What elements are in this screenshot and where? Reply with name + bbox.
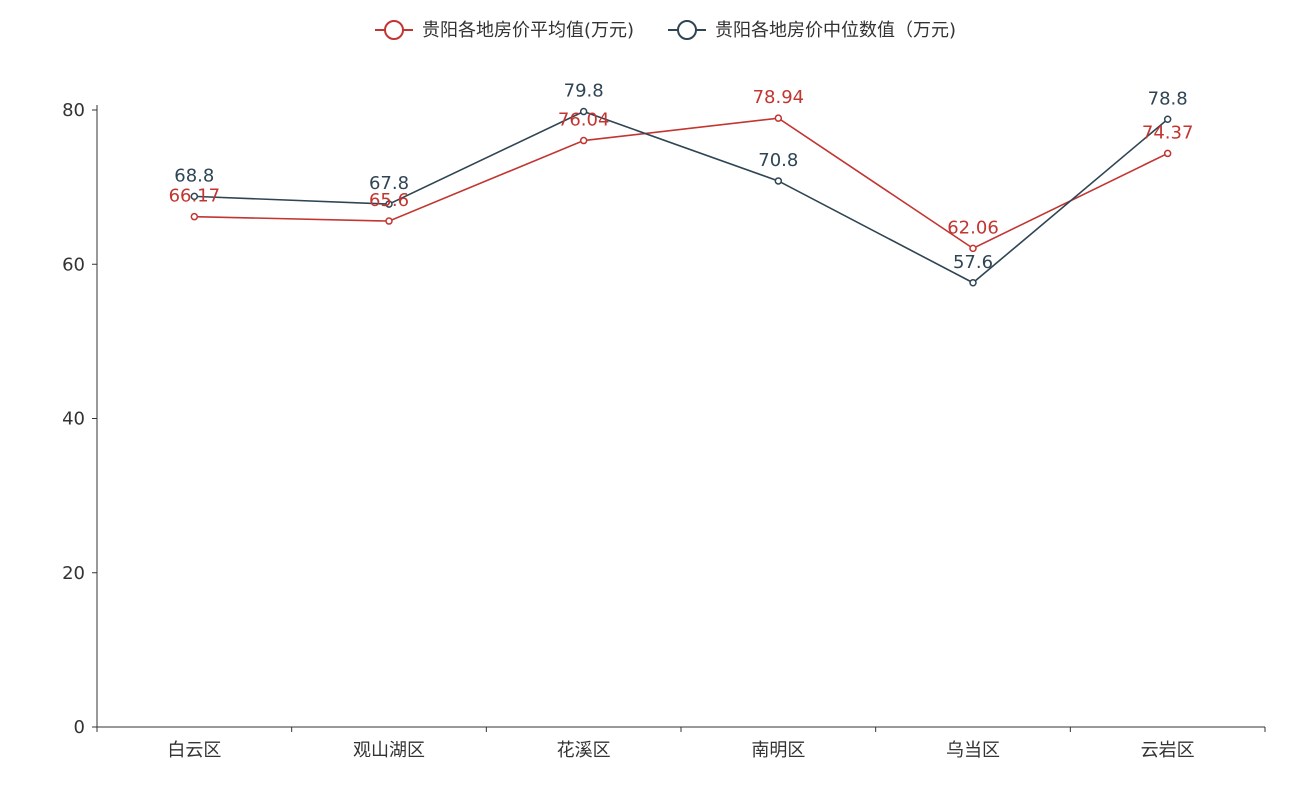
series-point (774, 114, 783, 122)
legend-label: 贵阳各地房价中位数值（万元) (715, 20, 956, 41)
x-tick-label: 云岩区 (1141, 740, 1195, 761)
series-line (194, 117, 1169, 250)
series-point (969, 279, 977, 287)
series-point (579, 107, 588, 116)
series-point (969, 244, 977, 253)
x-tick-label: 花溪区 (557, 740, 611, 761)
data-label: 78.94 (753, 87, 805, 108)
series-point (1163, 149, 1172, 158)
legend-label: 贵阳各地房价平均值(万元) (422, 20, 634, 41)
data-label: 70.8 (758, 150, 798, 171)
y-tick-label: 60 (62, 254, 85, 275)
y-tick-label: 20 (62, 563, 85, 584)
data-label: 79.8 (564, 81, 604, 102)
data-label: 65.6 (369, 190, 409, 211)
y-tick-label: 40 (62, 409, 85, 430)
series-group (190, 107, 1172, 287)
series-point (385, 200, 393, 208)
legend: 贵阳各地房价平均值(万元) 贵阳各地房价中位数值（万元) (375, 20, 956, 41)
series-point (774, 177, 783, 185)
legend-marker (384, 20, 404, 40)
series-line (194, 110, 1169, 284)
series-point (190, 212, 199, 221)
y-tick-label: 0 (74, 717, 85, 738)
series-point (385, 217, 393, 225)
data-label: 76.04 (558, 110, 610, 131)
x-tick-label: 观山湖区 (353, 740, 425, 761)
data-label: 67.8 (369, 173, 409, 194)
series-point (190, 192, 199, 201)
axes: 0 20 40 60 80 白云区 观山湖区 花溪区 南明区 乌当区 云岩区 (62, 100, 1266, 761)
y-tick-label: 80 (62, 100, 85, 121)
legend-marker (677, 20, 697, 40)
data-labels: 66.17 65.6 76.04 78.94 62.06 74.37 68.8 67.8 79.… (169, 81, 1194, 273)
data-label: 78.8 (1148, 88, 1188, 109)
data-label: 68.8 (174, 165, 214, 186)
x-tick-label: 白云区 (167, 740, 221, 761)
series-point (1163, 115, 1172, 124)
data-label: 57.6 (953, 252, 993, 273)
data-label: 62.06 (947, 217, 999, 238)
series-point (579, 136, 588, 145)
x-tick-label: 乌当区 (946, 740, 1000, 761)
data-label: 66.17 (169, 186, 221, 207)
x-tick-label: 南明区 (751, 740, 805, 761)
data-label: 74.37 (1142, 122, 1194, 143)
